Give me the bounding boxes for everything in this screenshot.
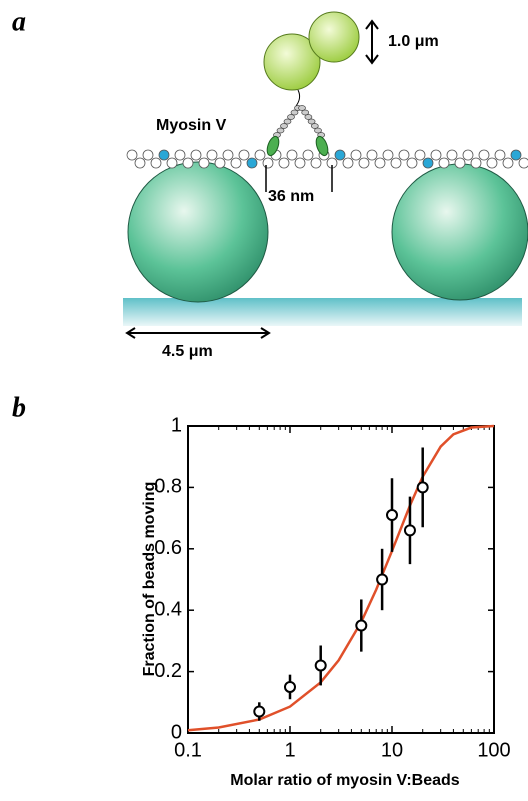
actin-monomer: [303, 150, 313, 160]
actin-monomer: [439, 158, 449, 168]
actin-monomer: [447, 150, 457, 160]
actin-monomer: [399, 150, 409, 160]
actin-monomer: [471, 158, 481, 168]
data-point: [285, 682, 295, 692]
actin-monomer: [287, 150, 297, 160]
data-point: [356, 621, 366, 631]
sphere: [392, 164, 528, 300]
actin-monomer: [335, 150, 345, 160]
panel-label: a: [12, 6, 26, 37]
label: 4.5 μm: [162, 343, 213, 360]
actin-monomer: [135, 158, 145, 168]
actin-monomer: [503, 158, 513, 168]
actin-monomer: [247, 158, 257, 168]
x-tick-label: 10: [381, 739, 403, 761]
arrow: [127, 328, 269, 338]
y-axis-label: Fraction of beads moving: [141, 482, 158, 677]
actin-monomer: [295, 158, 305, 168]
actin-monomer: [375, 158, 385, 168]
actin-monomer: [223, 150, 233, 160]
actin-monomer: [367, 150, 377, 160]
actin-monomer: [239, 150, 249, 160]
x-tick-label: 0.1: [174, 739, 202, 761]
tether: [296, 90, 300, 106]
label: Myosin V: [156, 117, 227, 134]
actin-monomer: [407, 158, 417, 168]
actin-monomer: [175, 150, 185, 160]
myosin: [274, 106, 325, 138]
actin-monomer: [479, 150, 489, 160]
actin-monomer: [215, 158, 225, 168]
actin-monomer: [151, 158, 161, 168]
data-point: [405, 525, 415, 535]
actin-monomer: [359, 158, 369, 168]
data-point: [377, 575, 387, 585]
actin-monomer: [415, 150, 425, 160]
actin-monomer: [455, 158, 465, 168]
actin-monomer: [191, 150, 201, 160]
fit-curve: [188, 426, 494, 730]
data-point: [254, 707, 264, 717]
actin-monomer: [383, 150, 393, 160]
actin-monomer: [495, 150, 505, 160]
y-tick-label: 0.8: [154, 476, 182, 498]
label: 1.0 μm: [388, 33, 439, 50]
actin-monomer: [263, 158, 273, 168]
panel-label: b: [12, 392, 26, 423]
y-tick-label: 0.2: [154, 660, 182, 682]
bead: [309, 12, 359, 62]
actin-monomer: [199, 158, 209, 168]
diagram: a 1.0 μm Myosin V 36 nm 4.5 μm: [12, 6, 528, 360]
arrow: [366, 21, 378, 63]
label: 36 nm: [268, 188, 314, 205]
actin-monomer: [511, 150, 521, 160]
actin-monomer: [127, 150, 137, 160]
y-tick-label: 0.6: [154, 537, 182, 559]
figure: a 1.0 μm Myosin V 36 nm 4.5 μm b Fractio…: [0, 0, 528, 796]
actin-monomer: [167, 158, 177, 168]
y-tick-label: 0.4: [154, 598, 182, 620]
data-point: [418, 482, 428, 492]
actin-monomer: [311, 158, 321, 168]
plot-frame: [188, 426, 494, 733]
data-point: [316, 660, 326, 670]
glass-surface: [123, 298, 522, 326]
actin-monomer: [143, 150, 153, 160]
actin-monomer: [343, 158, 353, 168]
data-point: [387, 510, 397, 520]
actin-monomer: [279, 158, 289, 168]
y-tick-label: 1: [171, 414, 182, 436]
actin-monomer: [519, 158, 528, 168]
x-axis-label: Molar ratio of myosin V:Beads: [230, 772, 459, 789]
actin-monomer: [487, 158, 497, 168]
actin-monomer: [431, 150, 441, 160]
x-tick-label: 1: [284, 739, 295, 761]
actin-monomer: [423, 158, 433, 168]
actin-monomer: [255, 150, 265, 160]
actin-monomer: [183, 158, 193, 168]
actin-monomer: [391, 158, 401, 168]
actin-monomer: [351, 150, 361, 160]
x-tick-label: 100: [477, 739, 510, 761]
sphere: [128, 162, 268, 302]
actin-monomer: [463, 150, 473, 160]
actin-monomer: [207, 150, 217, 160]
actin-monomer: [231, 158, 241, 168]
actin-monomer: [159, 150, 169, 160]
